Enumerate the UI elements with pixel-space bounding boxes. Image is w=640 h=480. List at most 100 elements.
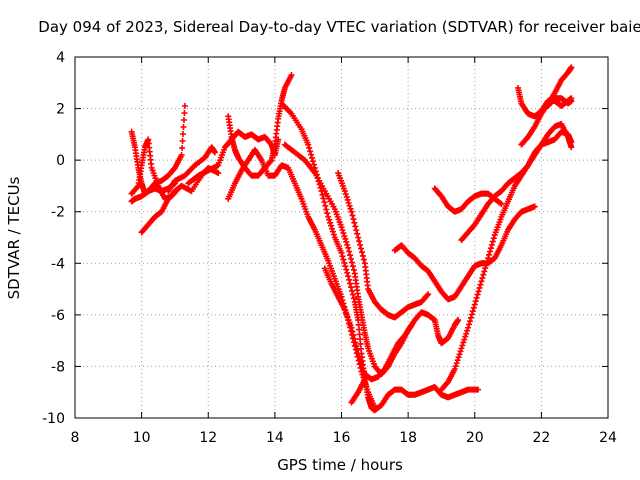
- series-arc-2: [128, 102, 188, 205]
- data-point: [267, 158, 274, 165]
- series-arc-13: [348, 376, 368, 406]
- data-point: [568, 139, 575, 146]
- data-point: [477, 281, 484, 288]
- series-arc-11: [321, 265, 415, 383]
- y-tick-label: -10: [42, 411, 65, 427]
- data-point: [350, 295, 357, 302]
- data-point: [358, 359, 365, 366]
- series-arc-7: [225, 72, 295, 179]
- data-point: [474, 291, 481, 298]
- data-point: [339, 253, 346, 260]
- data-point: [346, 202, 353, 209]
- data-point: [340, 256, 347, 263]
- data-point: [483, 261, 490, 268]
- data-point: [341, 188, 348, 195]
- series-arc-12: [335, 170, 432, 321]
- data-point: [178, 151, 185, 158]
- data-point: [348, 208, 355, 215]
- data-point: [352, 339, 359, 346]
- data-point: [456, 351, 463, 358]
- series-arc-20: [545, 95, 575, 109]
- data-point: [425, 291, 432, 298]
- data-point: [350, 216, 357, 223]
- data-point: [356, 353, 363, 360]
- x-tick-label: 24: [599, 430, 617, 446]
- data-point: [498, 200, 505, 207]
- x-tick-label: 16: [333, 430, 351, 446]
- data-point: [319, 191, 326, 198]
- data-point: [349, 291, 356, 298]
- series-arc-19: [518, 64, 575, 148]
- data-point: [347, 280, 354, 287]
- data-point: [325, 213, 332, 220]
- y-tick-label: 0: [56, 153, 65, 169]
- series-arc-15: [431, 185, 505, 215]
- data-point: [452, 363, 459, 370]
- data-point: [321, 199, 328, 206]
- data-point: [348, 259, 355, 266]
- data-point: [341, 259, 348, 266]
- data-point: [326, 216, 333, 223]
- data-point: [473, 294, 480, 301]
- series-arc-6: [185, 128, 282, 187]
- data-point: [328, 222, 335, 229]
- data-point: [211, 149, 218, 156]
- plot-frame: [74, 56, 609, 419]
- data-point: [463, 330, 470, 337]
- data-point: [347, 205, 354, 212]
- chart-title: Day 094 of 2023, Sidereal Day-to-day VTE…: [38, 18, 640, 36]
- data-point: [345, 199, 352, 206]
- data-point: [351, 335, 358, 342]
- data-point: [475, 386, 482, 393]
- data-point: [179, 137, 186, 144]
- data-point: [308, 151, 315, 158]
- data-point: [346, 276, 353, 283]
- data-point: [531, 203, 538, 210]
- data-point: [469, 308, 476, 315]
- data-point: [347, 252, 354, 259]
- data-point: [309, 158, 316, 165]
- data-point: [320, 195, 327, 202]
- data-point: [486, 248, 493, 255]
- data-point: [358, 362, 365, 369]
- data-point: [343, 266, 350, 273]
- data-point: [353, 227, 360, 234]
- data-point: [215, 170, 222, 177]
- series-arc-9: [278, 100, 482, 414]
- y-axis-label: SDTVAR / TECUs: [5, 176, 23, 299]
- data-point: [480, 271, 487, 278]
- data-point: [342, 263, 349, 270]
- data-point: [451, 366, 458, 373]
- data-point: [486, 251, 493, 258]
- data-point: [342, 235, 349, 242]
- data-point: [355, 350, 362, 357]
- x-tick-label: 20: [466, 430, 484, 446]
- data-point: [353, 343, 360, 350]
- data-point: [310, 161, 317, 168]
- data-point: [408, 322, 415, 329]
- data-point: [489, 238, 496, 245]
- data-point: [453, 360, 460, 367]
- data-point: [339, 227, 346, 234]
- series-arc-14: [391, 203, 538, 303]
- data-points: [128, 64, 575, 414]
- data-point: [181, 102, 188, 109]
- data-point: [481, 268, 488, 275]
- data-point: [349, 212, 356, 219]
- x-tick-label: 18: [399, 430, 417, 446]
- data-point: [568, 64, 575, 71]
- data-point: [454, 357, 461, 364]
- y-tick-label: -8: [51, 359, 65, 375]
- data-point: [466, 318, 473, 325]
- data-point: [344, 269, 351, 276]
- data-point: [459, 342, 466, 349]
- data-point: [461, 336, 468, 343]
- series-arc-17: [458, 128, 575, 244]
- data-point: [340, 230, 347, 237]
- data-point: [179, 144, 186, 151]
- data-point: [344, 196, 351, 203]
- data-point: [424, 292, 431, 299]
- data-point: [341, 233, 348, 240]
- data-point: [475, 288, 482, 295]
- y-tick-label: 4: [56, 50, 65, 66]
